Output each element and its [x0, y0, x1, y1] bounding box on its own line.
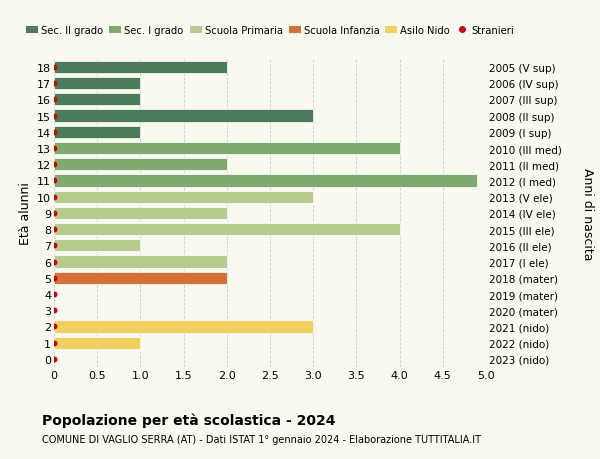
Bar — [54, 224, 400, 235]
Point — [49, 210, 59, 217]
Bar — [54, 159, 227, 171]
Point — [49, 274, 59, 282]
Point — [49, 64, 59, 72]
Bar — [54, 256, 227, 268]
Bar — [54, 272, 227, 284]
Bar — [54, 175, 478, 187]
Point — [49, 307, 59, 314]
Point — [49, 323, 59, 330]
Point — [49, 291, 59, 298]
Bar — [54, 191, 313, 203]
Bar — [54, 110, 313, 123]
Bar — [54, 94, 140, 106]
Legend: Sec. II grado, Sec. I grado, Scuola Primaria, Scuola Infanzia, Asilo Nido, Stran: Sec. II grado, Sec. I grado, Scuola Prim… — [22, 22, 518, 39]
Y-axis label: Età alunni: Età alunni — [19, 182, 32, 245]
Bar — [54, 78, 140, 90]
Point — [49, 112, 59, 120]
Point — [49, 161, 59, 168]
Bar — [54, 337, 140, 349]
Point — [49, 194, 59, 201]
Point — [49, 355, 59, 363]
Text: COMUNE DI VAGLIO SERRA (AT) - Dati ISTAT 1° gennaio 2024 - Elaborazione TUTTITAL: COMUNE DI VAGLIO SERRA (AT) - Dati ISTAT… — [42, 434, 481, 444]
Point — [49, 177, 59, 185]
Point — [49, 96, 59, 104]
Text: Popolazione per età scolastica - 2024: Popolazione per età scolastica - 2024 — [42, 413, 335, 428]
Point — [49, 226, 59, 233]
Bar — [54, 126, 140, 139]
Bar — [54, 240, 140, 252]
Y-axis label: Anni di nascita: Anni di nascita — [581, 167, 594, 260]
Bar — [54, 62, 227, 74]
Point — [49, 258, 59, 266]
Bar — [54, 143, 400, 155]
Point — [49, 145, 59, 152]
Point — [49, 80, 59, 88]
Point — [49, 129, 59, 136]
Bar — [54, 207, 227, 219]
Point — [49, 242, 59, 250]
Bar — [54, 321, 313, 333]
Point — [49, 339, 59, 347]
